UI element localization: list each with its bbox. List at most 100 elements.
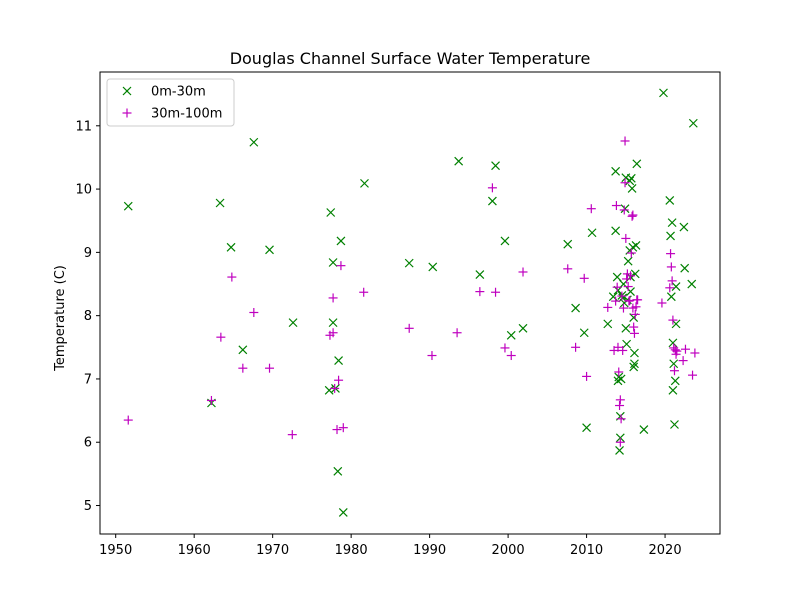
data-point [670,376,680,386]
data-point [615,401,625,411]
data-point [582,423,592,433]
data-point [621,233,631,243]
y-tick-label: 6 [84,436,92,451]
data-point [617,291,627,301]
data-point [579,273,589,283]
data-point [632,159,642,169]
data-point [680,263,690,273]
x-tick-label: 2000 [492,543,525,558]
data-point [631,302,641,312]
data-point [618,345,628,355]
data-point [668,315,678,325]
data-point [238,345,248,355]
data-point [330,383,340,393]
data-point [338,508,348,517]
data-point [629,322,639,332]
data-point [611,296,621,306]
data-point [639,425,649,434]
data-point [626,248,636,258]
data-point [333,466,343,476]
data-point [249,307,259,317]
data-point [404,323,414,333]
data-point [404,258,414,268]
data-point [678,356,688,366]
legend-label: 30m-100m [151,107,222,122]
legend-marker [122,86,132,96]
data-point [620,178,630,188]
data-point [123,415,133,425]
data-point [687,279,697,289]
data-point [615,446,624,455]
data-point [615,395,625,405]
data-point [630,309,640,319]
data-point [629,362,639,372]
data-point [359,287,369,297]
data-point [265,245,274,255]
x-tick-label: 1960 [178,543,211,558]
data-point [621,323,631,333]
data-point [665,196,675,205]
data-point [670,420,679,429]
data-point [334,375,344,385]
data-point [612,282,622,292]
data-point [324,385,334,395]
data-point [688,370,698,380]
data-point [587,228,597,238]
data-point [475,287,485,297]
data-point [238,363,248,373]
data-point [633,295,643,305]
data-point [666,231,675,241]
data-point [623,282,633,292]
data-point [611,201,621,211]
data-point [328,293,338,303]
data-point [680,344,690,354]
data-point [475,270,485,279]
data-point [667,276,677,286]
y-tick-label: 5 [84,499,92,514]
legend-marker [122,108,132,118]
x-tick-label: 2010 [570,543,603,558]
data-point [627,211,637,221]
data-point [666,249,676,259]
data-point [659,88,668,98]
data-point [334,356,344,366]
data-point [620,204,630,214]
axis-ticks: 1950 1960 1970 1980 1990 2000 2010 2020 5 6 7 8 9 10 1… [75,119,681,558]
data-point [427,351,437,361]
plot-frame [99,71,721,535]
data-point [666,262,676,272]
data-point [625,176,635,186]
data-point [487,183,497,193]
data-point [665,283,675,293]
data-point [216,332,226,342]
data-point [491,161,500,171]
data-point [630,359,639,369]
data-point [582,371,592,381]
x-tick-label: 1980 [335,543,368,558]
y-tick-label: 10 [75,183,92,198]
data-point [288,318,298,328]
data-point [338,423,348,433]
data-point [226,242,236,252]
data-point [500,236,510,246]
data-point [620,136,630,146]
data-point [586,204,596,214]
data-point [579,328,589,338]
data-point [618,303,628,313]
data-point [452,328,462,338]
data-point [603,319,613,329]
y-tick-label: 9 [84,246,92,261]
data-point [631,240,641,250]
data-point [630,269,640,279]
data-point [500,343,510,353]
data-point [249,137,259,147]
data-point [336,261,346,271]
data-point [627,184,637,193]
data-point [626,173,636,183]
series-deep [123,136,700,447]
data-point [487,196,497,206]
data-point [672,346,682,356]
data-point [628,210,638,220]
data-point [671,282,681,291]
